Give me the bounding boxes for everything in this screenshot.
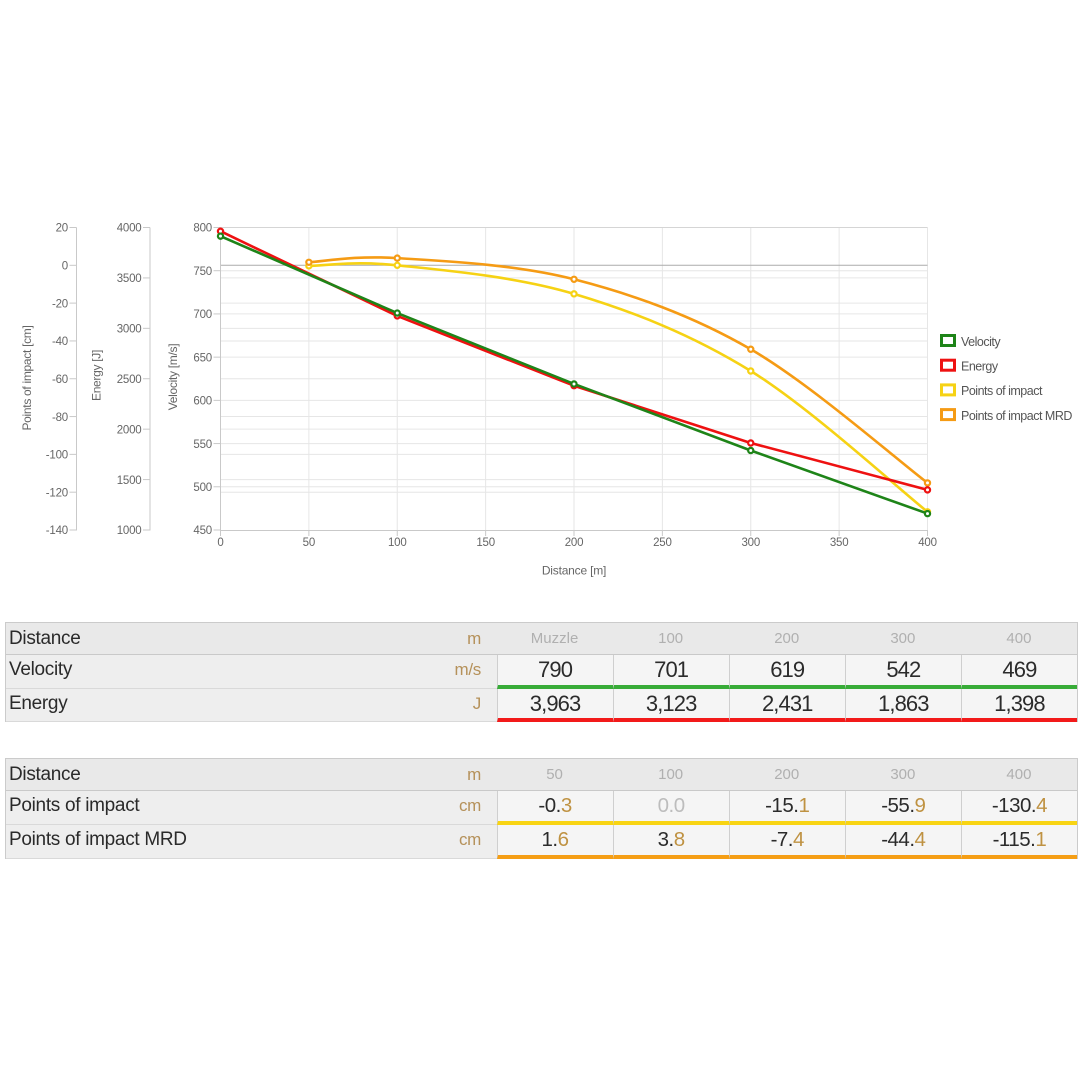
svg-text:100: 100 (388, 537, 407, 549)
svg-text:150: 150 (476, 537, 495, 549)
svg-text:2500: 2500 (117, 374, 142, 386)
svg-text:1500: 1500 (117, 475, 142, 487)
svg-text:450: 450 (193, 525, 212, 537)
svg-text:400: 400 (918, 537, 937, 549)
svg-text:1000: 1000 (117, 525, 142, 537)
svg-text:-60: -60 (52, 374, 68, 386)
svg-text:-120: -120 (46, 487, 68, 499)
svg-text:-40: -40 (52, 336, 68, 348)
svg-text:Points of impact [cm]: Points of impact [cm] (20, 325, 34, 430)
svg-text:650: 650 (193, 352, 212, 364)
svg-text:550: 550 (193, 439, 212, 451)
svg-text:Points of impact: Points of impact (961, 384, 1043, 398)
svg-text:3500: 3500 (117, 273, 142, 285)
svg-text:Energy: Energy (961, 360, 999, 374)
svg-text:Velocity: Velocity (961, 335, 1001, 349)
svg-text:2000: 2000 (117, 424, 142, 436)
svg-text:200: 200 (565, 537, 584, 549)
svg-text:0: 0 (62, 261, 68, 273)
svg-text:50: 50 (303, 537, 315, 549)
svg-text:700: 700 (193, 309, 212, 321)
svg-text:350: 350 (830, 537, 849, 549)
svg-text:600: 600 (193, 396, 212, 408)
svg-text:3000: 3000 (117, 324, 142, 336)
svg-text:Distance [m]: Distance [m] (542, 564, 606, 578)
svg-text:-140: -140 (46, 525, 68, 537)
svg-text:750: 750 (193, 266, 212, 278)
svg-text:0: 0 (217, 537, 223, 549)
svg-text:Velocity [m/s]: Velocity [m/s] (166, 344, 180, 411)
svg-text:250: 250 (653, 537, 672, 549)
svg-text:4000: 4000 (117, 223, 142, 235)
svg-text:-80: -80 (52, 412, 68, 424)
svg-text:Points of impact MRD: Points of impact MRD (961, 409, 1072, 423)
svg-text:800: 800 (193, 223, 212, 235)
svg-text:300: 300 (741, 537, 760, 549)
svg-text:-100: -100 (46, 450, 68, 462)
svg-text:-20: -20 (52, 298, 68, 310)
svg-text:Energy [J]: Energy [J] (90, 350, 104, 401)
svg-text:20: 20 (56, 223, 68, 235)
svg-text:500: 500 (193, 482, 212, 494)
